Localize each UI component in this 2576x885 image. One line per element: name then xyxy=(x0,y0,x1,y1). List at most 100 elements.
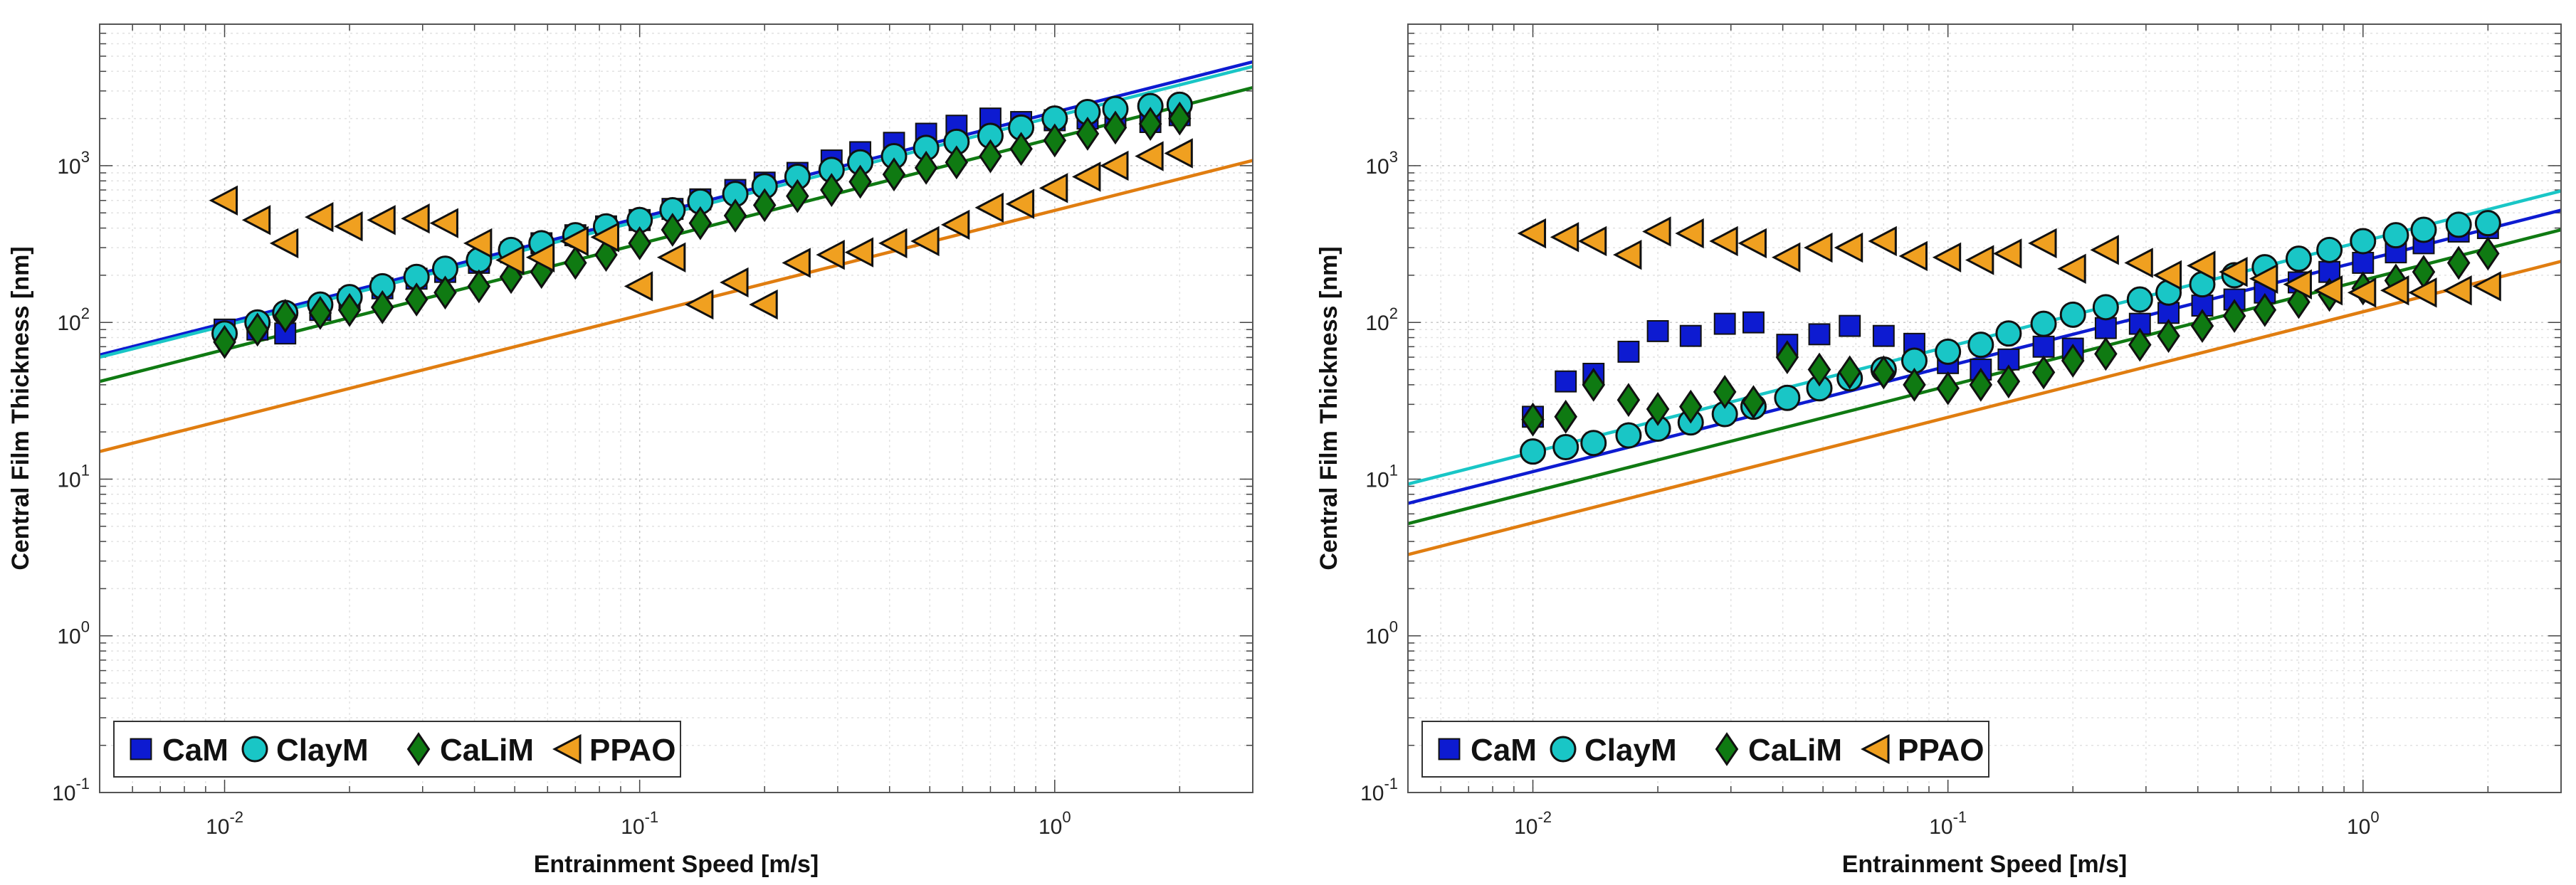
claym-point xyxy=(2350,228,2377,255)
ppao-point xyxy=(1642,216,1671,247)
ppao-point xyxy=(1100,150,1129,181)
claym-point xyxy=(1935,338,1962,365)
calim-point xyxy=(433,275,457,310)
claym-point xyxy=(1615,422,1642,449)
calim-point xyxy=(1838,355,1861,390)
legend-ppao-label: PPAO xyxy=(1898,733,1984,768)
ppao-point xyxy=(2380,275,2409,306)
ppao-point xyxy=(2187,250,2216,281)
calim-point xyxy=(1872,355,1896,390)
ppao-point xyxy=(559,226,589,257)
ppao-point xyxy=(1517,218,1547,249)
legend-cam-label: CaM xyxy=(1471,733,1537,768)
calim-point xyxy=(2253,292,2277,327)
calim-point xyxy=(1138,107,1162,141)
ppao-point xyxy=(1612,239,1642,270)
calim-point xyxy=(752,188,777,223)
calim-point xyxy=(2128,327,2152,362)
cam-point xyxy=(1808,323,1831,346)
cam-point xyxy=(1617,340,1640,363)
x-tick-label: 10-1 xyxy=(1929,808,1967,839)
calim-point xyxy=(1043,123,1067,158)
ppao-point xyxy=(1577,226,1607,257)
claym-point xyxy=(1774,384,1801,411)
calim-point xyxy=(2190,309,2214,344)
cam-point xyxy=(1872,324,1895,347)
ppao-point xyxy=(463,228,493,259)
ppao-point xyxy=(2313,275,2343,306)
ppao-point xyxy=(2347,277,2377,308)
claym-point xyxy=(1967,332,1994,359)
claym-point xyxy=(2445,211,2472,238)
right-chart: 10-2 10-1 100 10-1 100 101 102 103 Entrainment S… xyxy=(1315,23,2562,878)
ppao-point xyxy=(940,209,970,240)
ppao-point xyxy=(429,208,458,238)
ppao-point xyxy=(1135,141,1164,171)
calim-point xyxy=(628,226,651,260)
legend-ppao-marker xyxy=(1861,733,1890,765)
data-points xyxy=(209,91,1193,359)
x-axis-label: Entrainment Speed [m/s] xyxy=(1842,851,2128,878)
calim-point xyxy=(1616,383,1641,418)
legend-cam-marker xyxy=(130,738,152,761)
legend-cam-marker xyxy=(1438,738,1461,761)
calim-point xyxy=(914,150,938,185)
calim-point xyxy=(2476,236,2500,271)
ppao-point xyxy=(2443,275,2472,306)
axes-frame xyxy=(1407,23,2562,793)
y-tick-label: 10-1 xyxy=(1360,775,1398,805)
claym-point xyxy=(2474,210,2501,237)
ppao-point xyxy=(2283,269,2312,300)
ppao-point xyxy=(1550,222,1579,253)
ppao-point xyxy=(269,228,299,259)
legend-ppao-marker xyxy=(552,733,582,765)
ppao-point xyxy=(684,289,714,320)
claym-point xyxy=(1580,430,1607,457)
ppao-point xyxy=(590,222,619,253)
y-tick-label: 101 xyxy=(1365,461,1398,492)
ppao-point xyxy=(782,248,811,278)
ppao-point xyxy=(1965,245,1994,275)
series-ppao xyxy=(209,138,1193,320)
x-tick-label: 10-1 xyxy=(621,808,658,839)
calim-point xyxy=(467,269,491,304)
ppao-point xyxy=(1738,228,1767,259)
left-chart: 10-2 10-1 100 10-1 100 101 102 103 Entrainment S… xyxy=(7,23,1253,878)
legend-claym-marker xyxy=(241,736,268,763)
calim-point xyxy=(1009,132,1033,166)
calim-point xyxy=(786,179,809,213)
calim-point xyxy=(1521,402,1545,437)
claym-point xyxy=(1520,438,1547,465)
data-points xyxy=(1517,210,2501,465)
ppao-point xyxy=(749,289,778,320)
ppao-point xyxy=(241,205,271,235)
x-axis-label: Entrainment Speed [m/s] xyxy=(534,851,819,878)
y-tick-label: 100 xyxy=(1365,618,1398,649)
x-tick-label: 100 xyxy=(2347,808,2380,839)
ppao-point xyxy=(1005,189,1035,219)
claym-point xyxy=(2410,216,2437,243)
calim-point xyxy=(1807,352,1831,387)
ppao-point xyxy=(304,201,334,233)
y-axis-label: Central Film Thickness [nm] xyxy=(7,246,34,570)
calim-point xyxy=(1903,367,1926,402)
cam-point xyxy=(1646,319,1669,342)
y-axis-label: Central Film Thickness [nm] xyxy=(1315,246,1342,570)
legend-box xyxy=(1421,721,1989,778)
legend-calim-marker xyxy=(1715,732,1739,766)
legend-box xyxy=(113,721,681,778)
ppao-point xyxy=(1992,238,2022,269)
calim-point xyxy=(2157,319,2180,354)
calim-point xyxy=(404,282,429,317)
cam-point xyxy=(1742,311,1765,334)
legend-calim-marker xyxy=(406,732,431,766)
plot-area xyxy=(100,24,1253,793)
calim-point xyxy=(1742,385,1765,420)
calim-point xyxy=(1168,101,1192,136)
calim-point xyxy=(2446,245,2471,280)
y-tick-label: 103 xyxy=(1365,148,1398,179)
claym-point xyxy=(1995,320,2022,347)
calim-point xyxy=(594,238,618,272)
ppao-point xyxy=(624,271,653,302)
